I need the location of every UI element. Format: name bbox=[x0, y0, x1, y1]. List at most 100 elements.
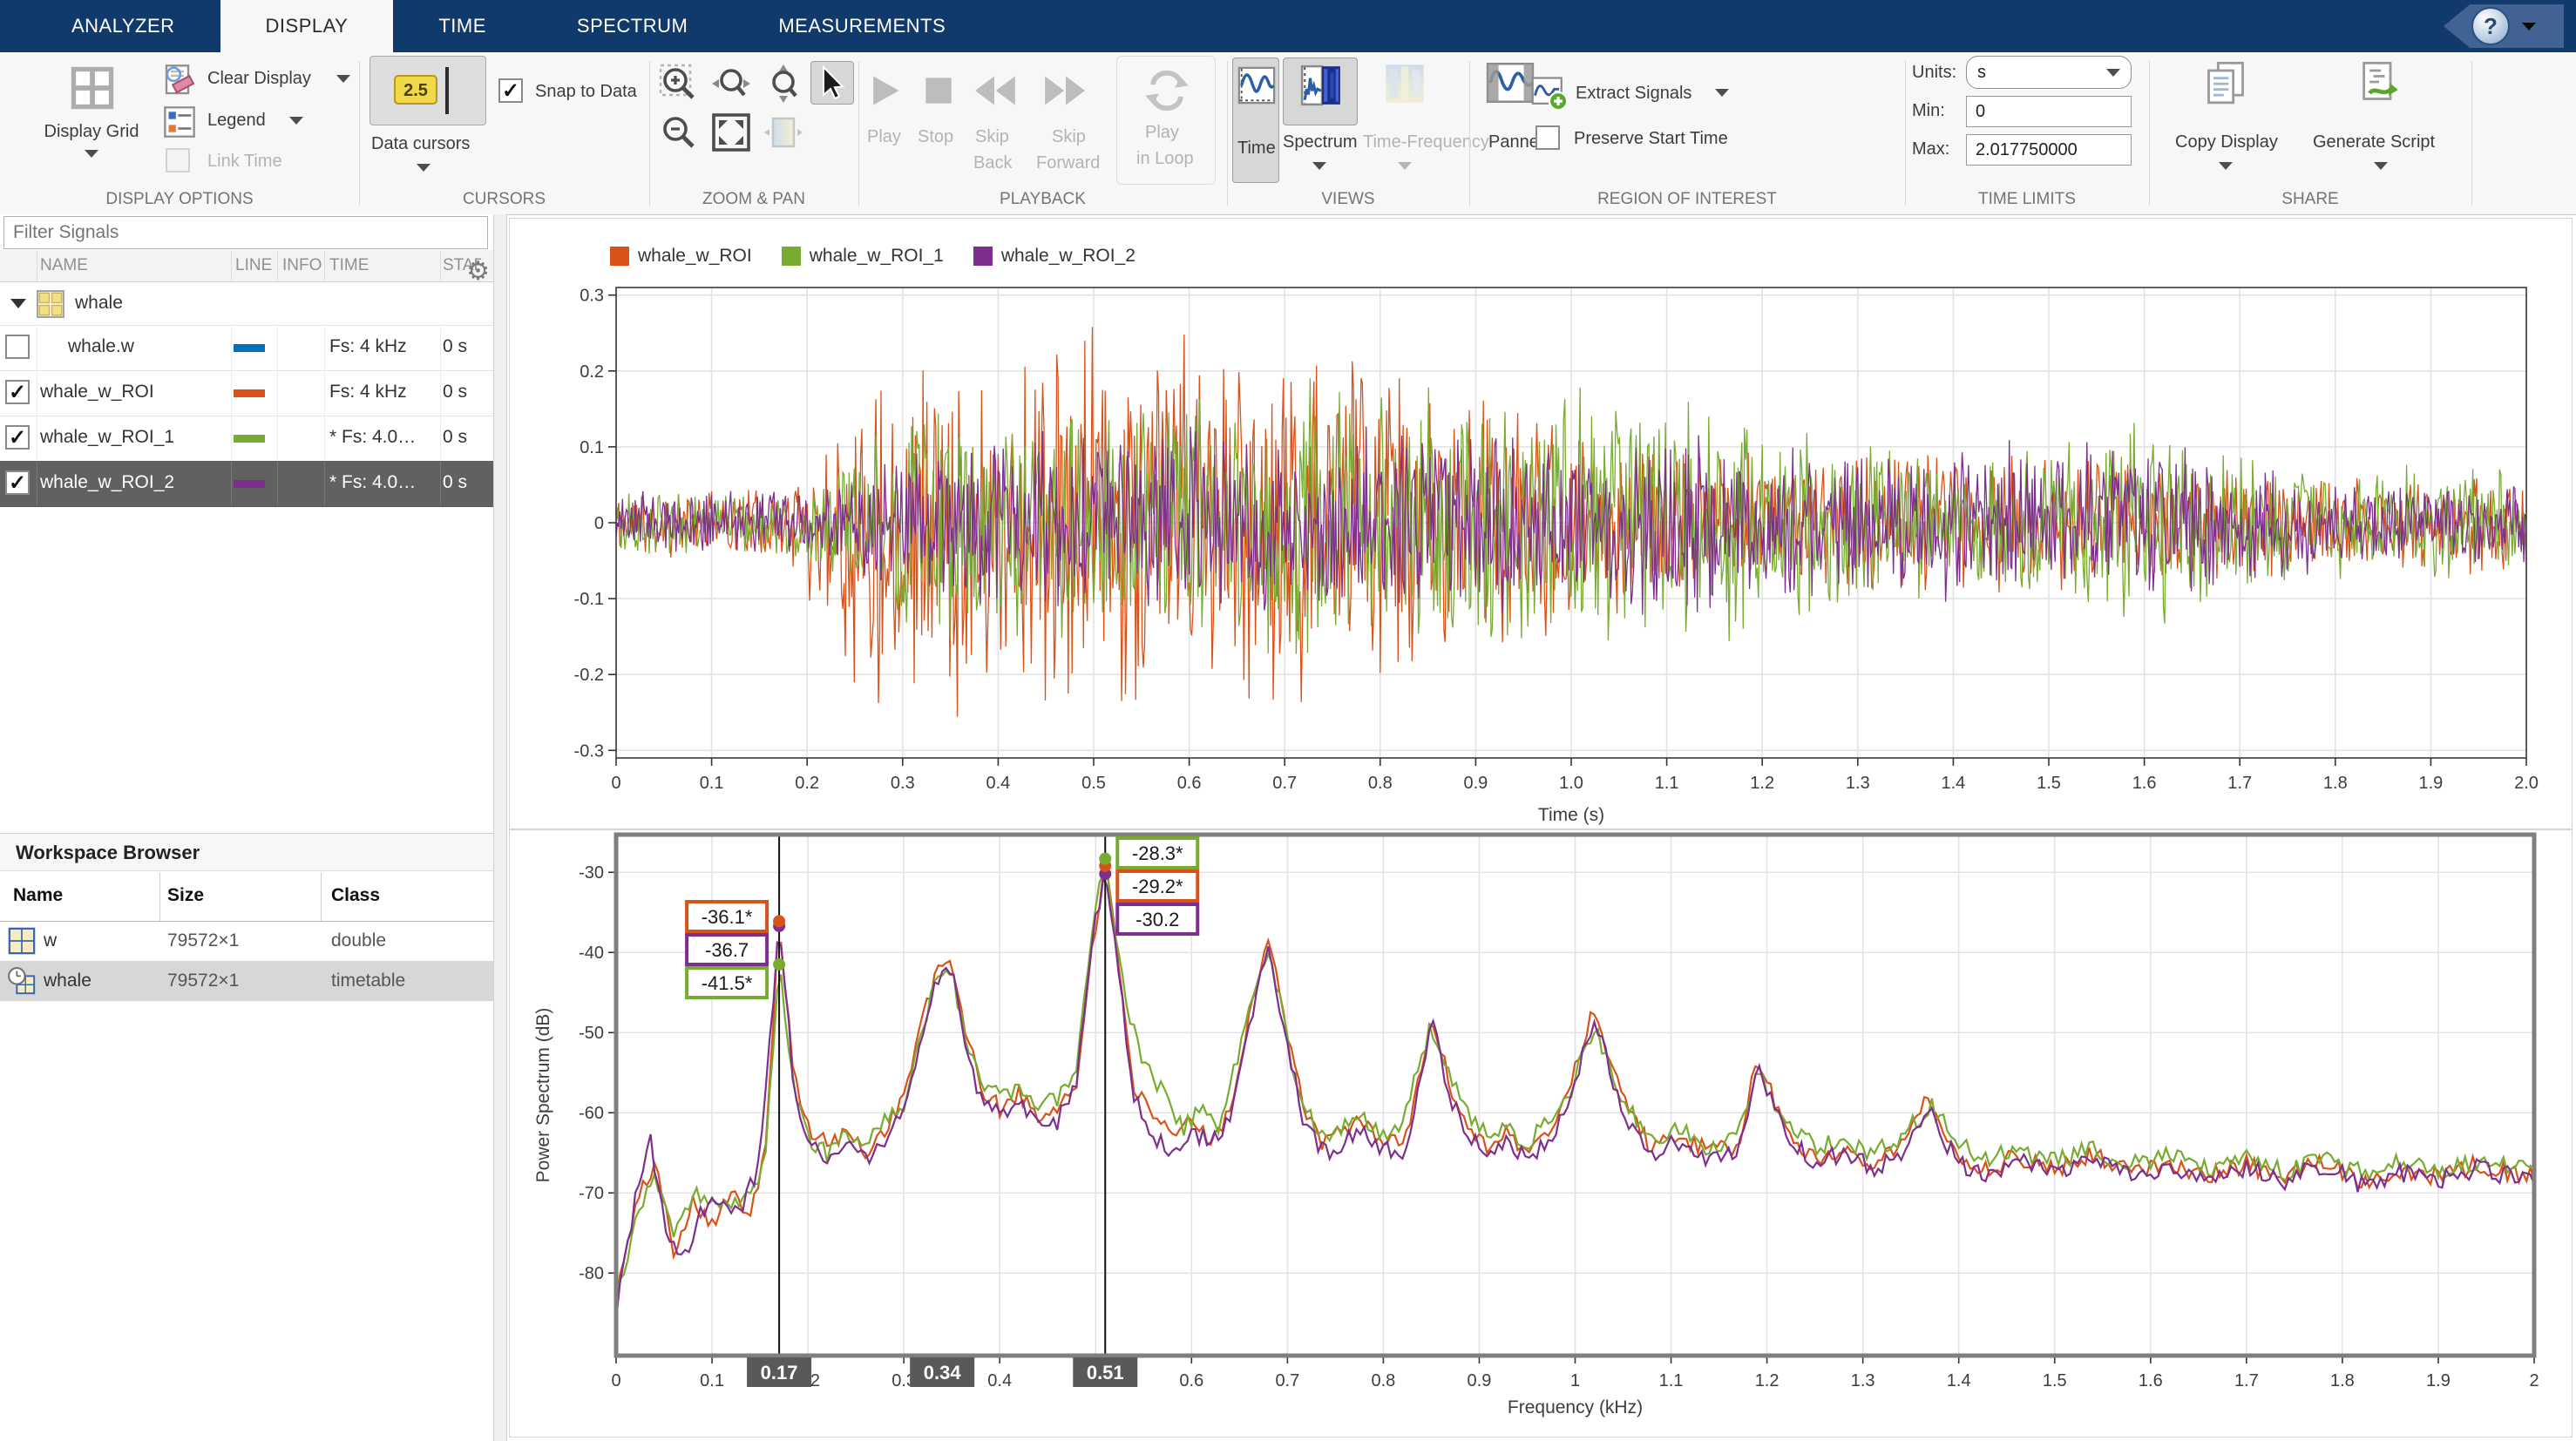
play-in-loop-button: Play in Loop bbox=[1116, 56, 1216, 185]
min-label: Min: bbox=[1912, 101, 1945, 121]
spectrum-plot[interactable]: 00.10.20.30.40.50.60.70.80.911.11.21.31.… bbox=[509, 829, 2573, 1438]
spectrum-view-button[interactable] bbox=[1283, 58, 1358, 125]
ws-class: double bbox=[331, 930, 386, 951]
panner-icon[interactable] bbox=[1485, 61, 1535, 105]
skip-forward-label1: Skip bbox=[1052, 127, 1086, 147]
x-tick-label: 1.4 bbox=[1941, 774, 1965, 793]
x-tick-label: 0.6 bbox=[1179, 1371, 1203, 1390]
y-tick-label: -60 bbox=[579, 1104, 604, 1123]
cursor-tip-value: -29.2* bbox=[1132, 876, 1183, 897]
col-time[interactable]: TIME bbox=[329, 256, 369, 275]
signal-row-whale-w-roi-1[interactable]: ✓ whale_w_ROI_1 * Fs: 4.0… 0 s bbox=[0, 416, 493, 462]
pointer-tool-button[interactable] bbox=[810, 61, 854, 105]
legend-caret[interactable] bbox=[289, 117, 303, 125]
legend-icon bbox=[162, 105, 197, 139]
tab-strip: ANALYZER DISPLAY TIME SPECTRUM MEASUREME… bbox=[26, 0, 991, 52]
x-tick-label: 1.1 bbox=[1655, 774, 1679, 793]
group-name: whale bbox=[75, 293, 123, 314]
cursor-tip-value: -28.3* bbox=[1132, 842, 1183, 864]
col-name[interactable]: NAME bbox=[40, 256, 88, 275]
x-tick-label: 0 bbox=[611, 1371, 620, 1390]
zoom-in-y-icon[interactable] bbox=[763, 63, 804, 105]
max-label: Max: bbox=[1912, 139, 1949, 159]
min-field[interactable] bbox=[1966, 96, 2132, 127]
time-view-button[interactable]: Time bbox=[1232, 58, 1279, 183]
spectrum-view-caret[interactable] bbox=[1312, 162, 1326, 170]
y-tick-label: -50 bbox=[579, 1024, 604, 1043]
section-views: Time Spectrum Time-Frequency VIEW bbox=[1227, 52, 1469, 214]
data-cursors-button[interactable]: 2.5 bbox=[369, 56, 486, 125]
workspace-row-w[interactable]: w 79572×1 double bbox=[0, 921, 493, 961]
signal-row-whale-w-roi-2[interactable]: ✓ whale_w_ROI_2 * Fs: 4.0… 0 s bbox=[0, 461, 493, 507]
tab-measurements[interactable]: MEASUREMENTS bbox=[733, 0, 991, 52]
x-tick-label: 1.2 bbox=[1755, 1371, 1779, 1390]
copy-display-icon[interactable] bbox=[2203, 59, 2248, 105]
workspace-row-whale[interactable]: whale 79572×1 timetable bbox=[0, 961, 493, 1001]
ws-col-size[interactable]: Size bbox=[167, 885, 204, 906]
signal-row-whale-w-roi[interactable]: ✓ whale_w_ROI Fs: 4 kHz 0 s bbox=[0, 370, 493, 416]
units-dropdown[interactable]: s bbox=[1966, 56, 2132, 89]
stop-label: Stop bbox=[918, 127, 953, 147]
cursor-axis-value: 0.51 bbox=[1087, 1362, 1124, 1383]
col-line[interactable]: LINE bbox=[235, 256, 272, 275]
units-caret[interactable] bbox=[2106, 69, 2120, 77]
snap-to-data-checkbox[interactable]: ✓ bbox=[498, 78, 523, 103]
x-tick-label: 1.6 bbox=[2132, 774, 2157, 793]
link-time-checkbox bbox=[166, 148, 190, 173]
signal-table-header: NAME LINE INFO TIME START ⚙ bbox=[0, 250, 493, 282]
zoom-out-icon[interactable] bbox=[658, 112, 700, 153]
extract-signals-caret[interactable] bbox=[1715, 89, 1729, 97]
tab-spectrum[interactable]: SPECTRUM bbox=[532, 0, 733, 52]
fit-to-view-icon[interactable] bbox=[710, 112, 752, 153]
legend-item[interactable]: whale_w_ROI bbox=[610, 246, 752, 267]
help-dropdown-caret[interactable] bbox=[2522, 23, 2536, 30]
max-field[interactable] bbox=[1966, 134, 2132, 166]
signal-checkbox[interactable]: ✓ bbox=[5, 380, 30, 404]
panel-splitter[interactable] bbox=[493, 214, 507, 1441]
signal-group-row-whale[interactable]: whale bbox=[0, 281, 493, 326]
copy-display-caret[interactable] bbox=[2219, 162, 2233, 170]
skip-back-label2: Back bbox=[973, 153, 1012, 173]
skip-forward-label2: Forward bbox=[1036, 153, 1100, 173]
signal-checkbox[interactable]: ✓ bbox=[5, 470, 30, 495]
extract-signals-label[interactable]: Extract Signals bbox=[1576, 84, 1691, 104]
generate-script-caret[interactable] bbox=[2374, 162, 2388, 170]
legend-label: whale_w_ROI_1 bbox=[810, 246, 944, 267]
signal-start: 0 s bbox=[443, 336, 467, 357]
legend-item[interactable]: whale_w_ROI_1 bbox=[782, 246, 944, 267]
x-tick-label: 0 bbox=[611, 774, 620, 793]
filter-signals-input[interactable] bbox=[3, 216, 488, 249]
ws-col-class[interactable]: Class bbox=[331, 885, 380, 906]
x-tick-label: 1.5 bbox=[2037, 774, 2061, 793]
svg-text:2.5: 2.5 bbox=[403, 81, 428, 100]
signal-name: whale.w bbox=[68, 336, 134, 357]
y-tick-label: 0.3 bbox=[580, 287, 604, 306]
legend-item[interactable]: whale_w_ROI_2 bbox=[973, 246, 1135, 267]
collapse-group-icon[interactable] bbox=[10, 299, 26, 308]
help-icon[interactable]: ? bbox=[2471, 7, 2510, 45]
section-label-cursors: CURSORS bbox=[359, 190, 649, 209]
ws-col-name[interactable]: Name bbox=[13, 885, 63, 906]
zoom-in-icon[interactable] bbox=[658, 63, 700, 105]
legend-swatch bbox=[973, 247, 993, 266]
col-info[interactable]: INFO bbox=[282, 256, 322, 275]
play-in-loop-icon bbox=[1143, 67, 1190, 114]
generate-script-icon[interactable] bbox=[2356, 59, 2402, 105]
section-display-options: Display Grid Clear Display bbox=[0, 52, 359, 214]
signal-row-whale-w[interactable]: whale.w Fs: 4 kHz 0 s bbox=[0, 325, 493, 371]
x-tick-label: 0.4 bbox=[987, 1371, 1012, 1390]
signal-checkbox[interactable] bbox=[5, 335, 30, 359]
signal-checkbox[interactable]: ✓ bbox=[5, 425, 30, 450]
clear-display-caret[interactable] bbox=[336, 75, 350, 83]
time-plot[interactable]: 00.10.20.30.40.50.60.70.80.91.01.11.21.3… bbox=[509, 218, 2573, 829]
zoom-in-x-icon[interactable] bbox=[710, 63, 752, 105]
help-button[interactable]: ? bbox=[2444, 4, 2564, 48]
skip-back-icon bbox=[970, 71, 1019, 110]
tab-display[interactable]: DISPLAY bbox=[220, 0, 394, 52]
tab-time[interactable]: TIME bbox=[393, 0, 532, 52]
link-time-label: Link Time bbox=[207, 152, 282, 172]
tab-analyzer[interactable]: ANALYZER bbox=[26, 0, 220, 52]
preserve-start-time-checkbox[interactable] bbox=[1535, 125, 1560, 150]
data-cursors-caret[interactable] bbox=[417, 164, 430, 172]
display-grid-caret[interactable] bbox=[85, 150, 98, 158]
